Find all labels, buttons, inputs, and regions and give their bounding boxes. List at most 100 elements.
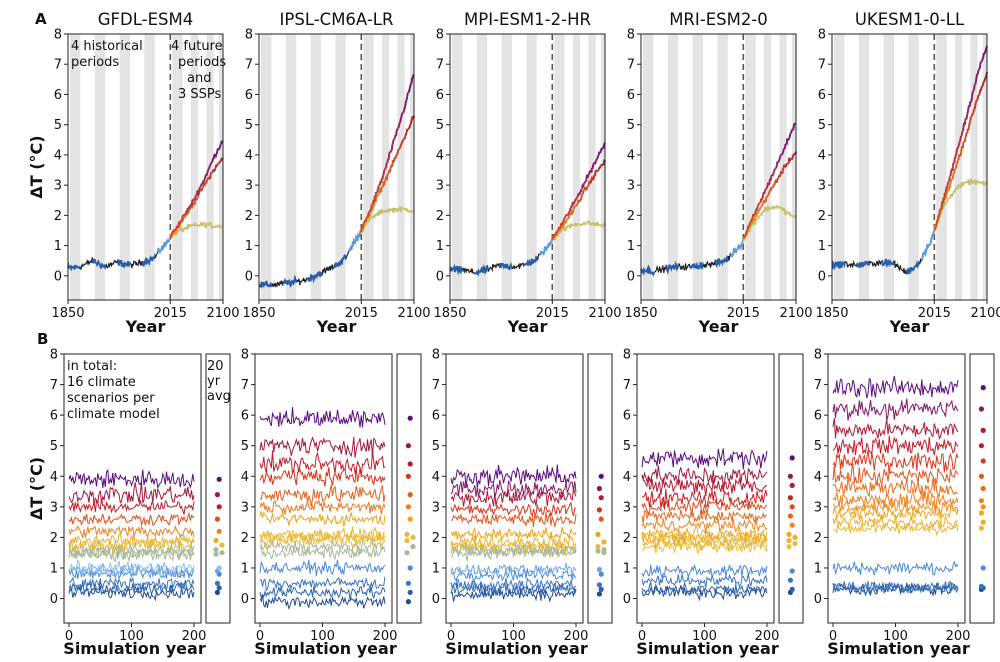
scenario-series xyxy=(450,512,577,528)
avg-frame xyxy=(396,353,422,624)
series-ssp585 xyxy=(940,206,943,210)
series-ssp370 xyxy=(602,163,605,166)
series-ssp585 xyxy=(966,111,969,115)
series-ssp126 xyxy=(742,239,745,243)
scenario-series xyxy=(832,476,959,499)
scenario-series xyxy=(68,499,195,516)
series-ssp585 xyxy=(390,144,394,151)
period-band xyxy=(667,34,679,300)
series-ssp585 xyxy=(398,122,401,125)
series-ssp585 xyxy=(973,84,976,91)
series-ssp585 xyxy=(383,168,386,171)
scenario-series xyxy=(450,479,577,499)
series-ssp370 xyxy=(953,169,956,173)
series-ssp126 xyxy=(561,228,564,231)
period-band xyxy=(335,34,346,300)
avg-dot xyxy=(405,504,411,510)
period-band xyxy=(554,34,565,300)
series-ssp585 xyxy=(209,162,213,165)
series-ssp126 xyxy=(565,226,569,229)
series-ssp585 xyxy=(754,210,757,215)
series-ssp370 xyxy=(764,197,768,203)
y-tick-label: 8 xyxy=(432,348,440,363)
series-ssp370 xyxy=(957,154,961,161)
x-axis-label: Year xyxy=(698,317,739,336)
x-axis-label: Simulation year xyxy=(445,639,588,658)
series-ssp585 xyxy=(205,171,209,176)
series-ssp126 xyxy=(778,205,781,208)
series-ssp585 xyxy=(563,216,567,219)
y-tick-label: 6 xyxy=(623,409,631,424)
series-ssp370 xyxy=(767,193,770,196)
y-tick-label: 8 xyxy=(54,28,62,43)
series-ssp126 xyxy=(587,220,591,225)
avg-dot xyxy=(214,589,220,596)
scenario-series xyxy=(641,509,768,524)
avg-dot xyxy=(595,544,601,550)
chart-a-mri-esm2-0: 0 1 2 3 4 5 6 7 8 1850 2015 2100 MRI-ESM2-0 Year xyxy=(624,10,812,336)
avg-dot xyxy=(787,495,794,501)
series-historical xyxy=(321,264,334,277)
x-tick-label: 200 xyxy=(564,629,589,644)
y-tick-label: 6 xyxy=(818,88,826,103)
series-ssp370 xyxy=(960,148,963,155)
series-ssp370 xyxy=(974,100,978,104)
series-ssp585 xyxy=(984,47,988,51)
series-ssp585 xyxy=(966,108,970,113)
series-ssp126 xyxy=(174,232,178,236)
series-ssp370 xyxy=(374,199,378,203)
series-ssp585 xyxy=(370,204,373,209)
scenario-series xyxy=(832,561,959,576)
series-ssp126 xyxy=(767,205,770,209)
series-ssp370 xyxy=(400,143,403,146)
series-ssp585 xyxy=(410,82,413,85)
series-ssp585 xyxy=(198,186,201,190)
series-ssp370 xyxy=(193,201,197,206)
series-ssp585 xyxy=(750,218,753,221)
series-ssp370 xyxy=(587,183,590,187)
y-tick-label: 0 xyxy=(432,592,440,607)
series-historical xyxy=(831,259,846,271)
y-tick-label: 2 xyxy=(436,209,444,224)
series-ssp585 xyxy=(563,217,566,220)
annotation-future-periods: 3 SSPs xyxy=(178,87,222,102)
series-ssp585 xyxy=(947,179,951,183)
series-historical xyxy=(844,259,858,269)
series-ssp126 xyxy=(395,207,398,211)
y-tick-label: 2 xyxy=(54,209,62,224)
series-ssp370 xyxy=(575,203,579,207)
series-ssp126 xyxy=(557,234,560,237)
series-ssp126 xyxy=(980,181,983,185)
series-historical xyxy=(130,259,143,269)
series-ssp370 xyxy=(582,189,585,192)
y-tick-label: 7 xyxy=(50,378,58,393)
series-historical xyxy=(296,277,310,286)
plot-frame xyxy=(449,33,606,301)
series-historical xyxy=(154,251,159,259)
series-ssp585 xyxy=(573,201,576,204)
y-tick-label: 4 xyxy=(814,470,822,485)
scenario-series xyxy=(450,501,577,518)
series-historical xyxy=(512,262,525,270)
series-ssp585 xyxy=(984,50,987,53)
series-historical xyxy=(714,254,730,269)
series-ssp370 xyxy=(209,172,213,175)
series-ssp370 xyxy=(981,82,985,87)
series-ssp585 xyxy=(981,56,985,60)
scenario-series xyxy=(259,498,386,515)
y-tick-label: 5 xyxy=(623,439,631,454)
y-tick-label: 5 xyxy=(818,118,826,133)
avg-dot xyxy=(786,537,792,544)
y-tick-label: 0 xyxy=(623,592,631,607)
series-ssp126 xyxy=(960,181,964,185)
series-historical xyxy=(729,237,745,258)
series-ssp585 xyxy=(382,174,385,177)
series-ssp585 xyxy=(751,217,754,220)
series-ssp585 xyxy=(400,115,403,119)
series-historical xyxy=(640,264,655,277)
series-ssp585 xyxy=(574,198,577,201)
series-ssp370 xyxy=(558,230,561,233)
avg-dot xyxy=(792,534,798,541)
series-ssp370 xyxy=(213,168,216,172)
